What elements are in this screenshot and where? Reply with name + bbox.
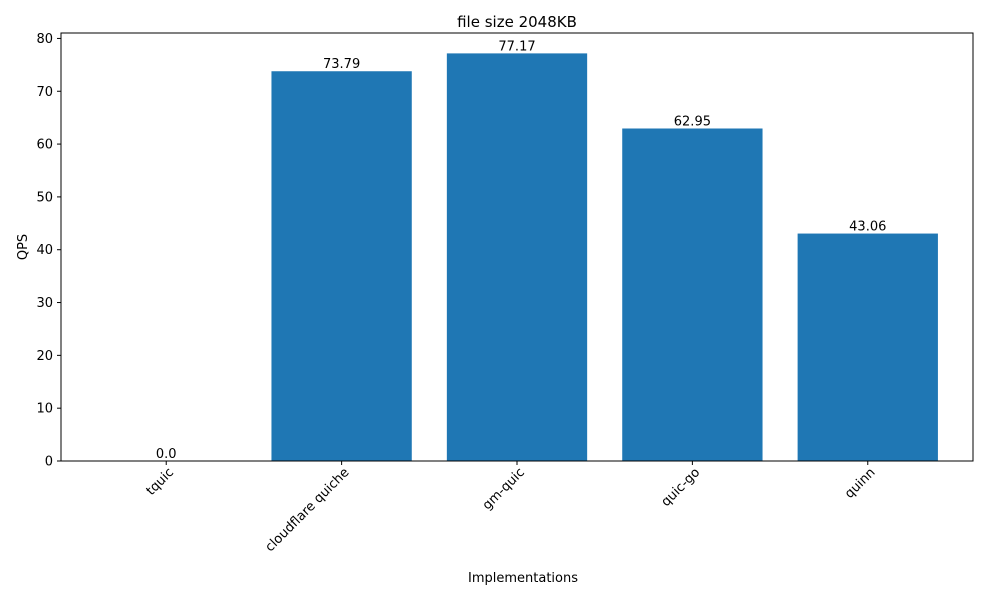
- y-tick-label: 60: [36, 138, 53, 153]
- bar-quinn: [797, 233, 938, 461]
- x-tick-label: gm-quic: [480, 465, 528, 513]
- x-tick-label: quinn: [842, 465, 878, 501]
- x-tick-label: tquic: [144, 465, 177, 498]
- x-tick-label: cloudflare quiche: [263, 465, 353, 555]
- bar-gm-quic: [446, 53, 588, 462]
- chart-title: file size 2048KB: [457, 13, 577, 31]
- x-tick-label: quic-go: [659, 465, 704, 510]
- bar-quic-go: [622, 128, 763, 461]
- y-axis: 0 10 20 30 40 50 60 70 80: [36, 32, 61, 470]
- data-label: 73.79: [323, 57, 360, 72]
- data-label: 0.0: [156, 447, 177, 462]
- y-tick-label: 30: [36, 296, 53, 311]
- plot-frame: [60, 32, 974, 462]
- y-axis-label: QPS: [16, 234, 31, 260]
- y-tick-label: 0: [45, 455, 53, 470]
- y-tick-label: 70: [36, 85, 53, 100]
- bar-cloudflare-quiche: [271, 71, 412, 461]
- y-tick-label: 50: [36, 190, 53, 205]
- data-label: 43.06: [849, 220, 886, 235]
- data-label: 62.95: [674, 114, 711, 129]
- y-tick-label: 10: [36, 402, 53, 417]
- x-axis: tquic cloudflare quiche gm-quic quic-go quin…: [144, 461, 879, 555]
- bars-layer: [271, 53, 938, 462]
- data-labels-layer: 0.0 73.79 77.17 62.95 43.06: [156, 39, 886, 462]
- data-label: 77.17: [498, 39, 535, 54]
- y-tick-label: 80: [36, 32, 53, 47]
- y-tick-label: 40: [36, 243, 53, 258]
- x-axis-label: Implementations: [468, 571, 578, 586]
- y-tick-label: 20: [36, 349, 53, 364]
